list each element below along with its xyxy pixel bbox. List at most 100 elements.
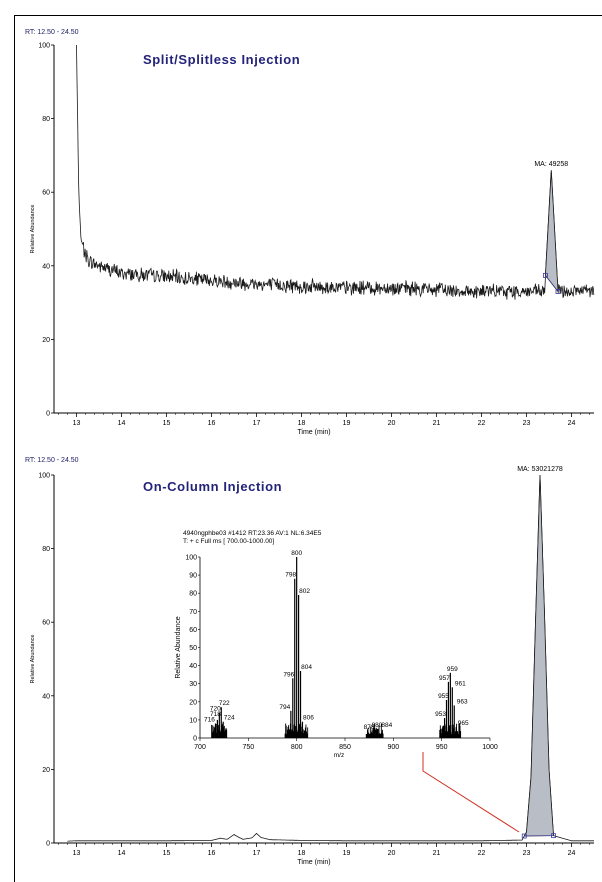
x-axis-label: Time (min) bbox=[297, 429, 330, 436]
x-tick-label: 23 bbox=[523, 420, 531, 427]
spectrum-peak-label: 802 bbox=[299, 588, 310, 595]
peak-area-label: MA: 49258 bbox=[534, 161, 568, 168]
x-axis-label: Time (min) bbox=[297, 859, 330, 866]
spectrum-peak-label: 959 bbox=[447, 666, 458, 673]
y-tick-label: 60 bbox=[42, 620, 50, 627]
inset-x-tick-label: 1000 bbox=[482, 744, 498, 751]
inset-y-tick-label: 60 bbox=[189, 627, 197, 634]
spectrum-peak-label: 961 bbox=[455, 680, 466, 687]
spectrum-peak-label: 804 bbox=[301, 664, 312, 671]
spectrum-header-line-1: 4940ngphbe03 #1412 RT:23.36 AV:1 NL:6.34… bbox=[183, 530, 322, 537]
spectrum-peak-label: 796 bbox=[283, 671, 294, 678]
inset-x-tick-label: 850 bbox=[339, 744, 351, 751]
x-tick-label: 20 bbox=[388, 850, 396, 857]
integrated-peak-area bbox=[523, 474, 554, 837]
inset-y-tick-label: 70 bbox=[189, 609, 197, 616]
spectrum-peak-label: 884 bbox=[381, 722, 392, 729]
inset-connector-line bbox=[422, 752, 520, 833]
spectrum-peak-label: 806 bbox=[303, 715, 314, 722]
baseline-segment bbox=[545, 275, 559, 292]
inset-x-tick-label: 900 bbox=[387, 744, 399, 751]
x-tick-label: 22 bbox=[478, 850, 486, 857]
y-tick-label: 100 bbox=[38, 43, 50, 50]
y-tick-label: 60 bbox=[42, 190, 50, 197]
y-tick-label: 80 bbox=[42, 116, 50, 123]
x-tick-label: 24 bbox=[568, 850, 576, 857]
y-axis-label: Relative Abundance bbox=[30, 635, 36, 684]
chart-title: Split/Splitless Injection bbox=[143, 52, 300, 67]
x-tick-label: 17 bbox=[253, 420, 261, 427]
spectrum-peak-label: 718 bbox=[210, 711, 221, 718]
y-tick-label: 100 bbox=[38, 473, 50, 480]
x-tick-label: 13 bbox=[73, 420, 81, 427]
x-tick-label: 14 bbox=[118, 420, 126, 427]
x-tick-label: 15 bbox=[163, 850, 171, 857]
inset-y-tick-label: 40 bbox=[189, 663, 197, 670]
y-tick-label: 0 bbox=[46, 841, 50, 848]
x-tick-label: 19 bbox=[343, 420, 351, 427]
baseline-start-marker bbox=[543, 272, 548, 278]
spectrum-peak-label: 794 bbox=[279, 704, 290, 711]
x-tick-label: 18 bbox=[298, 420, 306, 427]
spectrum-peak-label: 800 bbox=[291, 550, 302, 557]
x-tick-label: 23 bbox=[523, 850, 531, 857]
y-tick-label: 40 bbox=[42, 693, 50, 700]
spectrum-peak-label: 880 bbox=[372, 722, 383, 729]
x-tick-label: 16 bbox=[208, 850, 216, 857]
x-tick-label: 14 bbox=[118, 850, 126, 857]
inset-x-tick-label: 950 bbox=[436, 744, 448, 751]
rt-range-label: RT: 12.50 - 24.50 bbox=[25, 457, 79, 464]
spectrum-peak-label: 878 bbox=[364, 724, 375, 731]
spectrum-peak-label: 720 bbox=[210, 706, 221, 713]
y-tick-label: 0 bbox=[46, 411, 50, 418]
chromatogram-trace bbox=[67, 474, 594, 842]
spectrum-peak-label: 955 bbox=[438, 693, 449, 700]
spectrum-peak-label: 716 bbox=[204, 717, 215, 724]
x-tick-label: 16 bbox=[208, 420, 216, 427]
inset-y-tick-label: 90 bbox=[189, 573, 197, 580]
spectrum-header-line-2: T: + c Full ms [ 700.00-1000.00] bbox=[183, 538, 274, 545]
x-tick-label: 21 bbox=[433, 420, 441, 427]
inset-y-tick-label: 10 bbox=[189, 717, 197, 724]
spectrum-peak-label: 722 bbox=[219, 700, 230, 707]
y-tick-label: 80 bbox=[42, 546, 50, 553]
y-tick-label: 40 bbox=[42, 263, 50, 270]
x-tick-label: 21 bbox=[433, 850, 441, 857]
peak-area-label: MA: 53021278 bbox=[517, 466, 563, 473]
spectrum-peak-label: 957 bbox=[439, 675, 450, 682]
x-tick-label: 15 bbox=[163, 420, 171, 427]
x-tick-label: 18 bbox=[298, 850, 306, 857]
x-tick-label: 19 bbox=[343, 850, 351, 857]
x-tick-label: 20 bbox=[388, 420, 396, 427]
spectrum-peak-label: 965 bbox=[458, 720, 469, 727]
inset-x-axis-label: m/z bbox=[334, 752, 344, 759]
x-tick-label: 22 bbox=[478, 420, 486, 427]
inset-y-tick-label: 30 bbox=[189, 681, 197, 688]
x-tick-label: 17 bbox=[253, 850, 261, 857]
inset-y-tick-label: 0 bbox=[193, 736, 197, 743]
integrated-peak-area bbox=[545, 170, 559, 292]
inset-x-tick-label: 800 bbox=[291, 744, 303, 751]
y-tick-label: 20 bbox=[42, 337, 50, 344]
spectrum-peak-label: 724 bbox=[224, 715, 235, 722]
inset-x-tick-label: 700 bbox=[194, 744, 206, 751]
y-axis-label: Relative Abundance bbox=[30, 205, 36, 254]
chart-title: On-Column Injection bbox=[143, 479, 282, 494]
inset-y-axis-label: Relative Abundance bbox=[175, 616, 182, 678]
inset-y-tick-label: 80 bbox=[189, 591, 197, 598]
chromatogram-trace bbox=[76, 44, 595, 300]
chromatogram-figure bbox=[14, 15, 602, 882]
x-tick-label: 13 bbox=[73, 850, 81, 857]
inset-x-tick-label: 750 bbox=[242, 744, 254, 751]
inset-y-tick-label: 50 bbox=[189, 645, 197, 652]
spectrum-peak-label: 953 bbox=[435, 711, 446, 718]
rt-range-label: RT: 12.50 - 24.50 bbox=[25, 29, 79, 36]
x-tick-label: 24 bbox=[568, 420, 576, 427]
y-tick-label: 20 bbox=[42, 767, 50, 774]
spectrum-peak-label: 963 bbox=[457, 698, 468, 705]
spectrum-peak-label: 798 bbox=[285, 572, 296, 579]
inset-y-tick-label: 20 bbox=[189, 699, 197, 706]
baseline-end-marker bbox=[555, 289, 561, 294]
inset-y-tick-label: 100 bbox=[185, 555, 197, 562]
